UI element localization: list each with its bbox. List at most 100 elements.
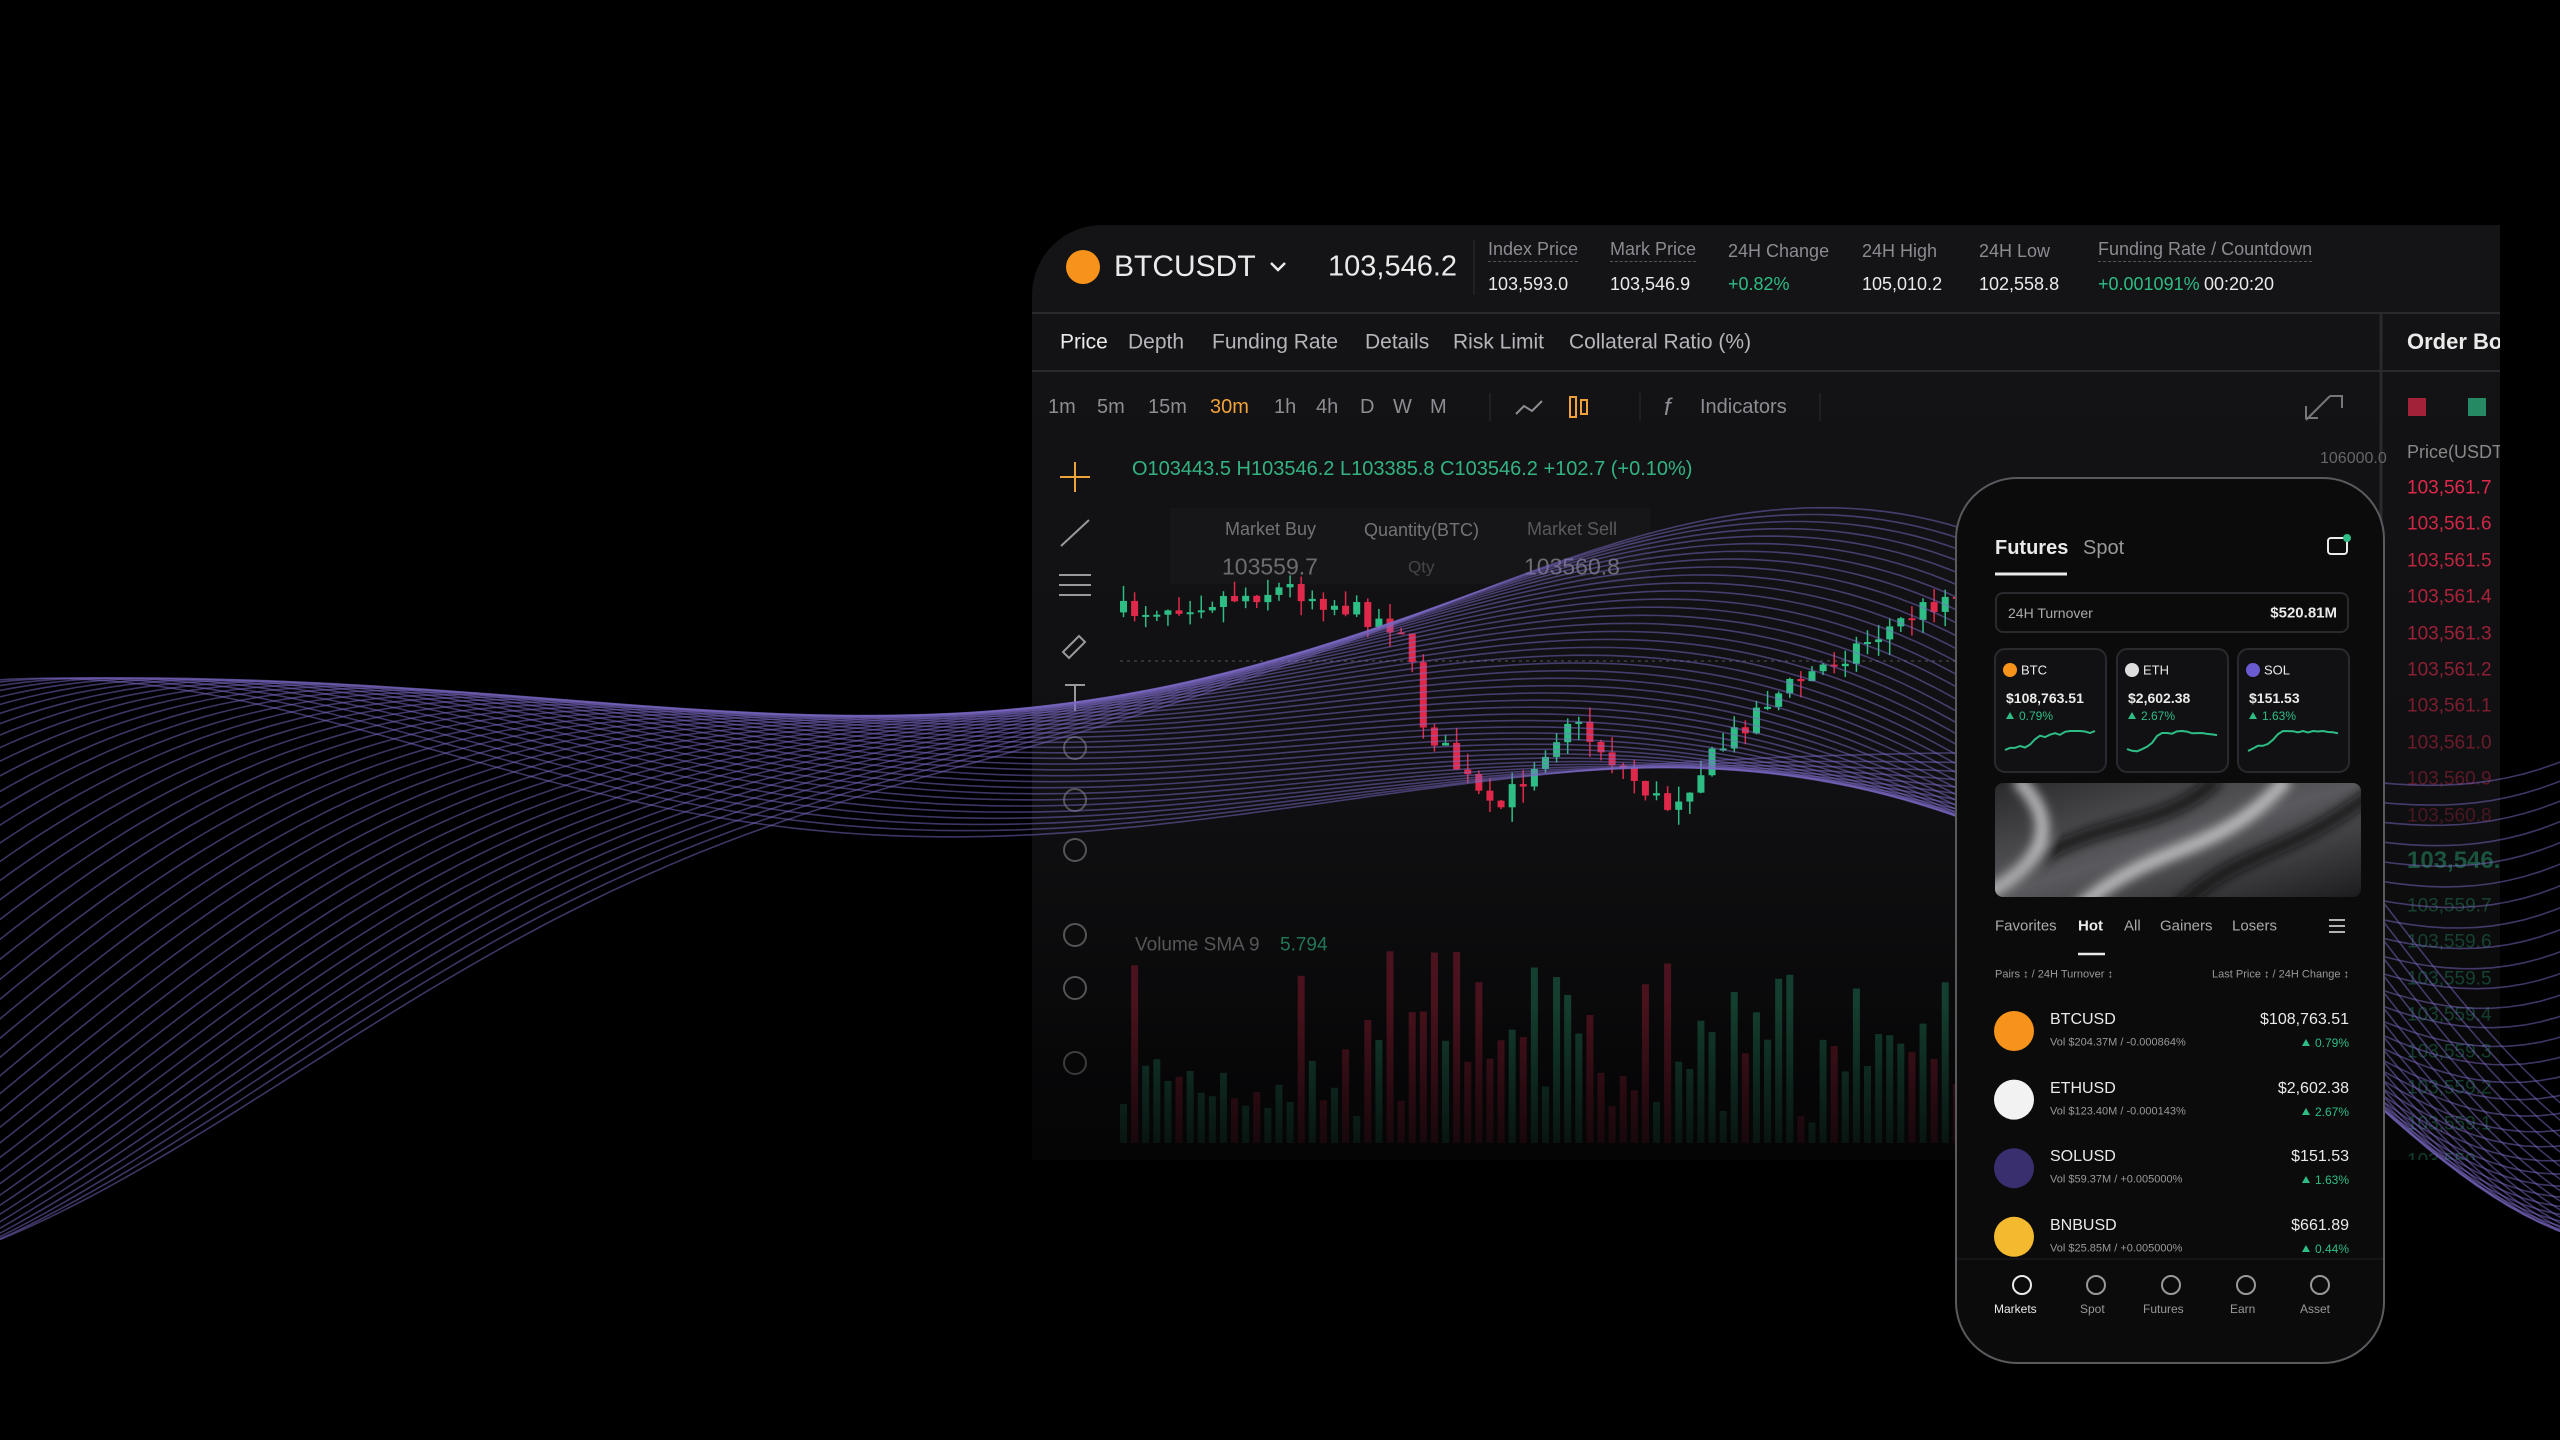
ask-price: 103,561.3 bbox=[2407, 623, 2492, 645]
stat-label: 24H Low bbox=[1979, 241, 2051, 261]
column-header: Pairs ↕ / 24H Turnover ↕ bbox=[1995, 968, 2113, 981]
column-header: Last Price ↕ / 24H Change ↕ bbox=[2212, 968, 2349, 981]
pair-price: $151.53 bbox=[2291, 1148, 2349, 1166]
mobile-app: Futures Spot 24H Turnover $520.81M BTC $108,7… bbox=[1955, 477, 2385, 1364]
coin-icon bbox=[1994, 1079, 2034, 1120]
nav-icon bbox=[2086, 1275, 2106, 1295]
filter-tab[interactable]: Favorites bbox=[1995, 917, 2057, 935]
candle-body bbox=[1319, 598, 1327, 610]
interval[interactable]: W bbox=[1393, 396, 1412, 418]
order-book-header: Price(USDT) bbox=[2407, 442, 2500, 462]
bid-price: 103,559.2 bbox=[2407, 1077, 2492, 1099]
candle-body bbox=[1297, 584, 1305, 602]
interval[interactable]: 4h bbox=[1316, 396, 1339, 418]
tab[interactable]: Details bbox=[1365, 330, 1430, 354]
nav-item[interactable]: Markets bbox=[1994, 1302, 2037, 1316]
nav-item[interactable]: Futures bbox=[2143, 1302, 2184, 1316]
candle-body bbox=[1375, 618, 1383, 627]
filter-tab[interactable]: Hot bbox=[2078, 917, 2103, 935]
expand-icon bbox=[2305, 395, 2343, 421]
interval[interactable]: 5m bbox=[1097, 396, 1125, 418]
bid-price: 103,559.4 bbox=[2407, 1004, 2492, 1026]
icon bbox=[2408, 398, 2426, 416]
tool-icon bbox=[1060, 462, 1090, 492]
pair-change: 0.79% bbox=[2302, 1037, 2349, 1049]
volume-value: 5.794 bbox=[1280, 934, 1328, 956]
countdown: 00:20:20 bbox=[2204, 274, 2275, 294]
mobile-tab[interactable]: Futures bbox=[1995, 537, 2069, 559]
stat-label: Funding Rate / Countdown bbox=[2098, 240, 2313, 262]
indicators-button[interactable]: Indicators bbox=[1700, 396, 1787, 418]
card-name: ETH bbox=[2143, 662, 2169, 678]
ohlc-readout: O103443.5 H103546.2 L103385.8 C103546.2 … bbox=[1132, 458, 1693, 480]
card-price: $151.53 bbox=[2249, 690, 2300, 706]
candle-body bbox=[1730, 727, 1738, 749]
nav-icon bbox=[2012, 1275, 2032, 1295]
tab[interactable]: Risk Limit bbox=[1453, 330, 1545, 354]
candle-body bbox=[1641, 781, 1649, 796]
coin-icon bbox=[2003, 663, 2017, 677]
candle-body bbox=[1719, 748, 1727, 751]
candle-body bbox=[1852, 643, 1860, 664]
candle-body bbox=[1231, 596, 1239, 602]
nav-item[interactable]: Spot bbox=[2080, 1302, 2105, 1316]
nav-item[interactable]: Asset bbox=[2300, 1302, 2331, 1316]
filter-tab[interactable]: Gainers bbox=[2160, 917, 2213, 935]
coin-icon bbox=[1994, 1011, 2034, 1051]
candle-body bbox=[1475, 774, 1483, 791]
candle-body bbox=[1819, 664, 1827, 672]
candle-body bbox=[1275, 587, 1283, 595]
candle-body bbox=[1553, 742, 1561, 757]
pair-price: $661.89 bbox=[2291, 1216, 2349, 1234]
candle-body bbox=[1464, 769, 1472, 775]
candle-body bbox=[1875, 639, 1883, 643]
candle-body bbox=[1353, 602, 1361, 615]
candle-body bbox=[1397, 632, 1405, 635]
filter-tab[interactable]: All bbox=[2124, 917, 2141, 935]
candle-body bbox=[1619, 765, 1627, 769]
candle-body bbox=[1930, 602, 1938, 612]
stat-value: 105,010.2 bbox=[1862, 274, 1943, 294]
candle-body bbox=[1142, 614, 1150, 617]
candle-body bbox=[1519, 784, 1527, 787]
ask-price: 103,561.1 bbox=[2407, 695, 2492, 717]
interval[interactable]: 15m bbox=[1148, 396, 1187, 418]
candle-body bbox=[1664, 793, 1672, 810]
interval[interactable]: M bbox=[1430, 396, 1447, 418]
interval[interactable]: D bbox=[1360, 396, 1375, 418]
candle-body bbox=[1764, 706, 1772, 709]
candle-body bbox=[1675, 801, 1683, 810]
candle-body bbox=[1708, 748, 1716, 776]
ask-price: 103,561.7 bbox=[2407, 477, 2492, 499]
mobile-tab[interactable]: Spot bbox=[2083, 537, 2125, 559]
ask-price: 103,561.2 bbox=[2407, 659, 2492, 681]
card-price: $108,763.51 bbox=[2006, 690, 2084, 706]
tab[interactable]: Price bbox=[1060, 330, 1108, 354]
interval[interactable]: 1h bbox=[1274, 396, 1297, 418]
stat-value: +0.001091% bbox=[2098, 274, 2200, 294]
candle-body bbox=[1253, 595, 1261, 603]
candle-body bbox=[1697, 775, 1705, 793]
candle-body bbox=[1419, 662, 1427, 728]
filter-tab[interactable]: Losers bbox=[2232, 917, 2278, 935]
tab[interactable]: Collateral Ratio (%) bbox=[1569, 330, 1752, 354]
pair-name: BNBUSD bbox=[2050, 1216, 2117, 1234]
tab[interactable]: Funding Rate bbox=[1212, 330, 1339, 354]
card-price: $2,602.38 bbox=[2128, 690, 2191, 706]
bid-price: 103,559 bbox=[2407, 1151, 2476, 1160]
interval[interactable]: 1m bbox=[1048, 396, 1076, 418]
tab[interactable]: Depth bbox=[1128, 330, 1185, 354]
trade-label: Market Sell bbox=[1527, 519, 1618, 539]
card-name: BTC bbox=[2021, 662, 2047, 678]
bid-price: 103,559.7 bbox=[2407, 895, 2492, 917]
icon bbox=[1569, 396, 1577, 418]
pair-volume: Vol $204.37M / -0.000864% bbox=[2050, 1036, 2186, 1049]
nav-item[interactable]: Earn bbox=[2230, 1302, 2256, 1316]
candle-body bbox=[1752, 707, 1760, 734]
pair-name: BTCUSD bbox=[2050, 1011, 2116, 1028]
interval[interactable]: 30m bbox=[1210, 396, 1249, 418]
candle-body bbox=[1797, 678, 1805, 682]
candle-body bbox=[1786, 678, 1794, 694]
candle-body bbox=[1308, 598, 1316, 602]
